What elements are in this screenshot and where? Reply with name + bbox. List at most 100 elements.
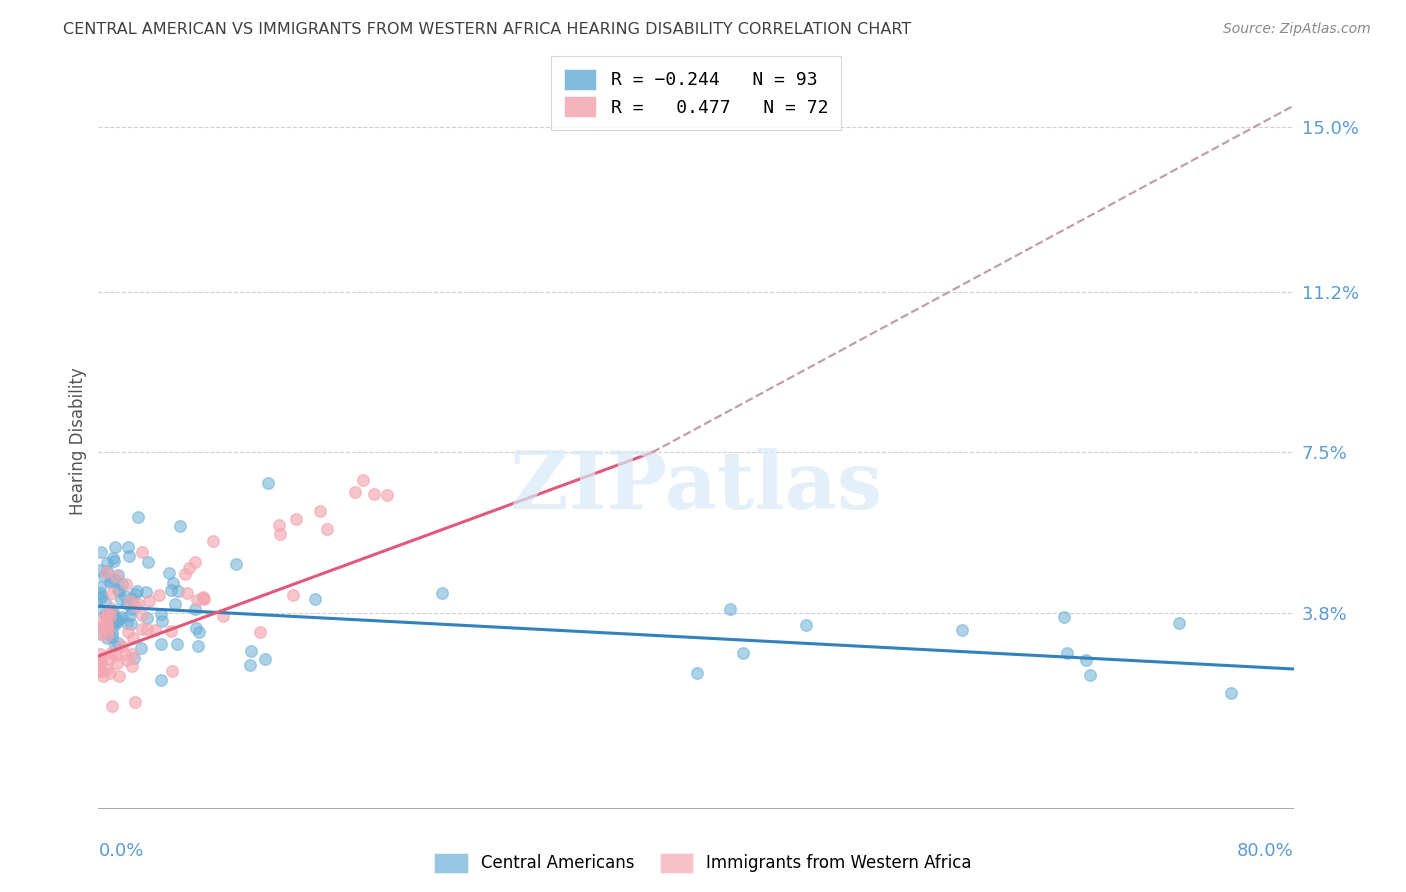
Point [98,574,121,589]
Point [98,616,121,631]
Point [111,577,134,591]
Point [89,563,111,577]
Point [89,545,111,559]
Point [107,656,129,670]
Point [114,647,136,661]
Point [187,639,209,653]
Point [193,591,215,606]
Point [160,665,183,679]
Point [150,637,173,651]
Point [94,565,117,579]
Point [239,657,262,672]
Point [193,591,215,606]
Point [1220,686,1243,700]
Text: ZIPatlas: ZIPatlas [510,448,882,526]
Point [101,698,124,713]
Point [89,591,111,605]
Point [114,577,136,591]
Point [96,662,118,676]
Point [101,586,124,600]
Point [117,653,139,667]
Point [118,608,141,623]
Point [100,603,122,617]
Text: 80.0%: 80.0% [1237,842,1294,860]
Point [136,622,159,636]
Point [105,614,128,628]
Point [149,607,172,621]
Point [91,589,114,603]
Point [375,488,398,502]
Point [157,566,180,580]
Point [179,561,201,575]
Point [122,651,145,665]
Point [91,669,114,683]
Point [89,665,111,679]
Point [96,618,118,632]
Point [124,587,146,601]
Point [96,631,118,645]
Point [150,614,173,628]
Point [304,591,326,606]
Point [1078,668,1101,682]
Point [96,628,118,642]
Point [950,623,973,637]
Point [169,519,191,533]
Point [125,584,148,599]
Point [97,623,120,637]
Point [269,526,291,541]
Point [257,475,280,490]
Point [138,594,160,608]
Point [114,590,136,604]
Y-axis label: Hearing Disability: Hearing Disability [69,368,87,516]
Point [121,659,143,673]
Point [794,618,817,632]
Point [103,618,125,632]
Point [93,621,115,635]
Point [105,614,128,628]
Point [191,590,214,604]
Point [187,624,209,639]
Point [104,640,127,654]
Point [184,602,207,616]
Point [127,597,149,611]
Point [98,665,121,680]
Point [89,580,111,594]
Legend: Central Americans, Immigrants from Western Africa: Central Americans, Immigrants from Weste… [427,847,979,880]
Point [254,652,277,666]
Point [96,564,118,578]
Point [97,652,120,666]
Point [363,487,385,501]
Point [89,657,111,672]
Point [100,646,122,660]
Point [136,555,159,569]
Point [121,591,143,606]
Point [97,627,120,641]
Point [117,541,139,555]
Point [94,607,117,622]
Point [160,583,183,598]
Point [160,624,183,638]
Point [430,585,453,599]
Point [101,551,124,566]
Point [107,636,129,650]
Point [117,624,139,639]
Point [93,569,115,583]
Point [131,544,153,558]
Point [186,593,208,607]
Point [118,593,141,607]
Point [90,654,112,668]
Point [108,669,131,683]
Point [89,627,111,641]
Point [115,615,138,630]
Point [124,694,146,708]
Text: 0.0%: 0.0% [98,842,143,860]
Text: Source: ZipAtlas.com: Source: ZipAtlas.com [1223,22,1371,37]
Point [281,588,304,602]
Point [148,588,170,602]
Point [107,583,129,598]
Point [212,609,235,624]
Point [284,512,307,526]
Point [166,584,188,599]
Point [122,632,145,646]
Point [96,611,118,625]
